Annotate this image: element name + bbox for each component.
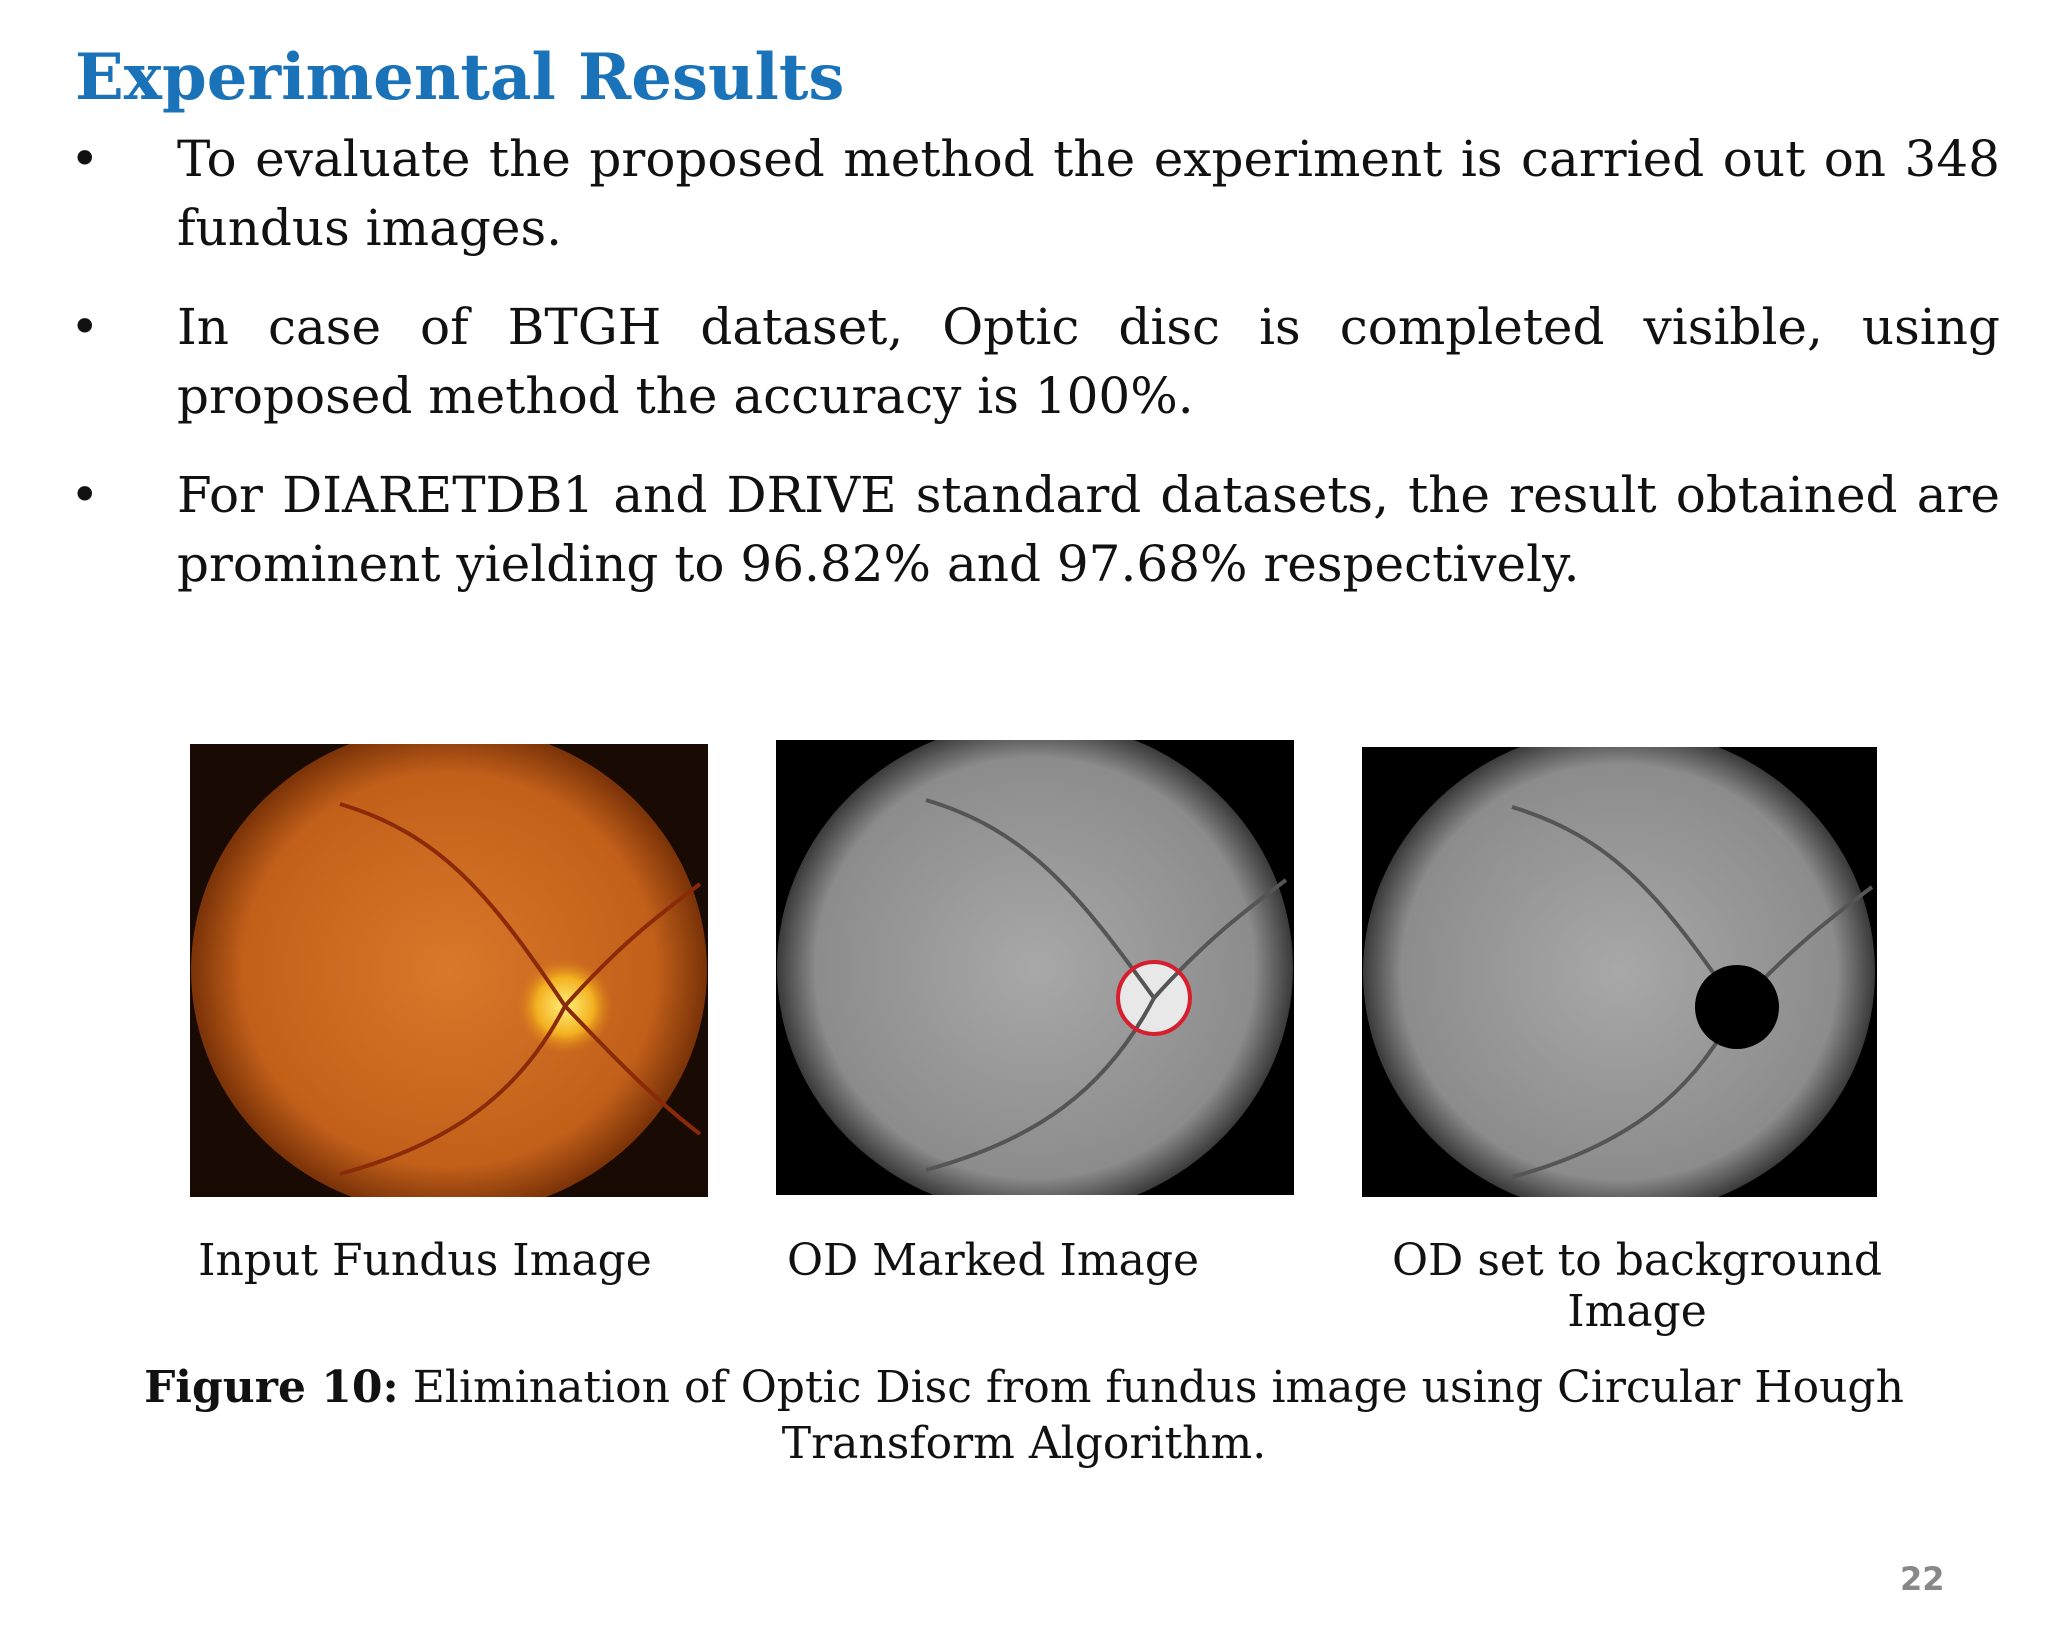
figure-caption: Figure 10: Elimination of Optic Disc fro… xyxy=(124,1360,1924,1472)
image-caption: OD set to background Image xyxy=(1391,1235,1882,1337)
bullet-list: To evaluate the proposed method the expe… xyxy=(70,125,2000,629)
image-caption: OD Marked Image xyxy=(786,1235,1200,1286)
bullet: For DIARETDB1 and DRIVE standard dataset… xyxy=(70,461,2000,599)
bullet: In case of BTGH dataset, Optic disc is c… xyxy=(70,293,2000,431)
figure-caption-text: Elimination of Optic Disc from fundus im… xyxy=(412,1362,1904,1469)
od-marked-image xyxy=(776,740,1294,1195)
slide-title: Experimental Results xyxy=(75,40,845,115)
fundus-image xyxy=(190,744,708,1197)
figure-label: Figure 10: xyxy=(144,1362,399,1413)
page-number: 22 xyxy=(1900,1560,1945,1598)
od-removed-image xyxy=(1362,747,1877,1197)
image-caption: Input Fundus Image xyxy=(198,1235,652,1286)
bullet: To evaluate the proposed method the expe… xyxy=(70,125,2000,263)
